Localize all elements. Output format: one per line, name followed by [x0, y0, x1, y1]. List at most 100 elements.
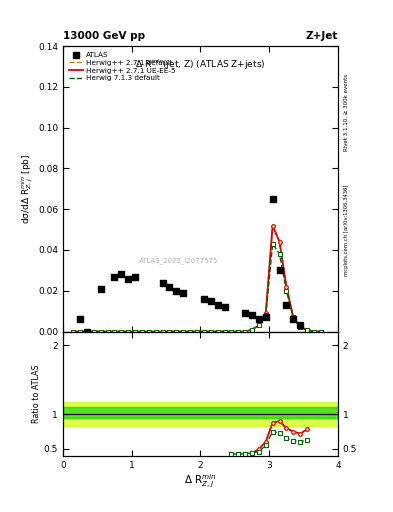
Herwig++ 2.7.1 default [236, 329, 241, 335]
Herwig++ 2.7.1 default [263, 310, 268, 316]
Herwig++ 2.7.1 UE-EE-5 [98, 329, 103, 335]
Herwig 7.1.3 default [147, 329, 151, 335]
Herwig 7.1.3 default [133, 329, 138, 335]
Herwig++ 2.7.1 UE-EE-5 [78, 329, 83, 335]
Herwig 7.1.3 default [92, 329, 96, 335]
Herwig++ 2.7.1 UE-EE-5 [202, 329, 206, 335]
Herwig++ 2.7.1 default [195, 329, 199, 335]
Text: Rivet 3.1.10, ≥ 300k events: Rivet 3.1.10, ≥ 300k events [344, 74, 349, 151]
ATLAS [166, 283, 173, 291]
ATLAS [208, 297, 214, 305]
ATLAS [215, 301, 221, 309]
Herwig++ 2.7.1 UE-EE-5 [277, 239, 282, 245]
Herwig 7.1.3 default [250, 327, 254, 333]
ATLAS [201, 295, 207, 303]
Herwig 7.1.3 default [270, 241, 275, 247]
Herwig++ 2.7.1 UE-EE-5 [270, 222, 275, 228]
Text: Z+Jet: Z+Jet [306, 31, 338, 40]
Herwig++ 2.7.1 UE-EE-5 [284, 284, 289, 290]
Herwig++ 2.7.1 default [71, 329, 75, 335]
Herwig++ 2.7.1 UE-EE-5 [119, 329, 124, 335]
Herwig 7.1.3 default [84, 329, 89, 335]
Line: Herwig++ 2.7.1 default: Herwig++ 2.7.1 default [73, 225, 321, 332]
Text: Δ R$^{min}$(jet, Z) (ATLAS Z+jets): Δ R$^{min}$(jet, Z) (ATLAS Z+jets) [135, 57, 266, 72]
ATLAS [173, 287, 180, 295]
Herwig 7.1.3 default [71, 329, 75, 335]
Herwig++ 2.7.1 default [92, 329, 96, 335]
ATLAS [132, 272, 138, 281]
Herwig 7.1.3 default [298, 325, 303, 331]
Herwig++ 2.7.1 UE-EE-5 [312, 329, 316, 335]
Herwig++ 2.7.1 UE-EE-5 [222, 329, 227, 335]
Herwig 7.1.3 default [312, 329, 316, 335]
Herwig++ 2.7.1 default [312, 329, 316, 335]
Herwig++ 2.7.1 default [174, 329, 179, 335]
Herwig++ 2.7.1 UE-EE-5 [92, 329, 96, 335]
Text: mcplots.cern.ch [arXiv:1306.3436]: mcplots.cern.ch [arXiv:1306.3436] [344, 185, 349, 276]
Herwig++ 2.7.1 UE-EE-5 [126, 329, 130, 335]
Herwig 7.1.3 default [243, 329, 248, 335]
Herwig++ 2.7.1 default [270, 222, 275, 228]
Herwig++ 2.7.1 UE-EE-5 [215, 329, 220, 335]
Herwig++ 2.7.1 UE-EE-5 [188, 329, 193, 335]
Herwig++ 2.7.1 default [78, 329, 83, 335]
ATLAS [77, 315, 83, 324]
Herwig++ 2.7.1 UE-EE-5 [195, 329, 199, 335]
Herwig 7.1.3 default [229, 329, 234, 335]
Herwig++ 2.7.1 default [140, 329, 144, 335]
Herwig++ 2.7.1 default [126, 329, 130, 335]
Herwig++ 2.7.1 UE-EE-5 [229, 329, 234, 335]
Herwig++ 2.7.1 default [167, 329, 172, 335]
Herwig 7.1.3 default [126, 329, 130, 335]
Herwig 7.1.3 default [78, 329, 83, 335]
Herwig++ 2.7.1 UE-EE-5 [263, 310, 268, 316]
ATLAS [290, 315, 296, 324]
Herwig++ 2.7.1 UE-EE-5 [105, 329, 110, 335]
Herwig++ 2.7.1 UE-EE-5 [133, 329, 138, 335]
X-axis label: Δ R$^{min}_{Z,j}$: Δ R$^{min}_{Z,j}$ [184, 472, 217, 489]
ATLAS [242, 309, 248, 317]
Herwig++ 2.7.1 default [208, 329, 213, 335]
Herwig++ 2.7.1 default [250, 327, 254, 333]
ATLAS [118, 270, 125, 279]
Herwig 7.1.3 default [215, 329, 220, 335]
Herwig++ 2.7.1 default [105, 329, 110, 335]
ATLAS [84, 328, 90, 336]
Herwig++ 2.7.1 UE-EE-5 [236, 329, 241, 335]
ATLAS [276, 266, 283, 274]
Herwig++ 2.7.1 default [229, 329, 234, 335]
Herwig 7.1.3 default [202, 329, 206, 335]
Herwig++ 2.7.1 default [291, 314, 296, 321]
Herwig++ 2.7.1 default [284, 284, 289, 290]
Herwig 7.1.3 default [257, 323, 261, 329]
ATLAS [297, 322, 303, 330]
Herwig 7.1.3 default [195, 329, 199, 335]
Herwig++ 2.7.1 default [257, 323, 261, 329]
Herwig++ 2.7.1 UE-EE-5 [305, 327, 309, 333]
Herwig++ 2.7.1 UE-EE-5 [298, 325, 303, 331]
Text: 13000 GeV pp: 13000 GeV pp [63, 31, 145, 40]
Herwig 7.1.3 default [305, 327, 309, 333]
Herwig++ 2.7.1 default [243, 329, 248, 335]
Herwig++ 2.7.1 default [153, 329, 158, 335]
Herwig++ 2.7.1 UE-EE-5 [208, 329, 213, 335]
Herwig++ 2.7.1 default [305, 327, 309, 333]
Herwig 7.1.3 default [174, 329, 179, 335]
Herwig++ 2.7.1 UE-EE-5 [147, 329, 151, 335]
ATLAS [221, 303, 228, 311]
ATLAS [97, 285, 104, 293]
Text: ATLAS_2022_I2077575: ATLAS_2022_I2077575 [139, 257, 218, 264]
ATLAS [125, 274, 131, 283]
Herwig 7.1.3 default [119, 329, 124, 335]
Herwig++ 2.7.1 default [188, 329, 193, 335]
Herwig++ 2.7.1 default [215, 329, 220, 335]
Herwig++ 2.7.1 UE-EE-5 [243, 329, 248, 335]
Herwig++ 2.7.1 UE-EE-5 [250, 327, 254, 333]
Herwig 7.1.3 default [98, 329, 103, 335]
ATLAS [249, 311, 255, 319]
Herwig 7.1.3 default [160, 329, 165, 335]
Line: Herwig++ 2.7.1 UE-EE-5: Herwig++ 2.7.1 UE-EE-5 [73, 225, 321, 332]
Herwig++ 2.7.1 default [84, 329, 89, 335]
Herwig++ 2.7.1 default [181, 329, 185, 335]
Herwig++ 2.7.1 UE-EE-5 [181, 329, 185, 335]
